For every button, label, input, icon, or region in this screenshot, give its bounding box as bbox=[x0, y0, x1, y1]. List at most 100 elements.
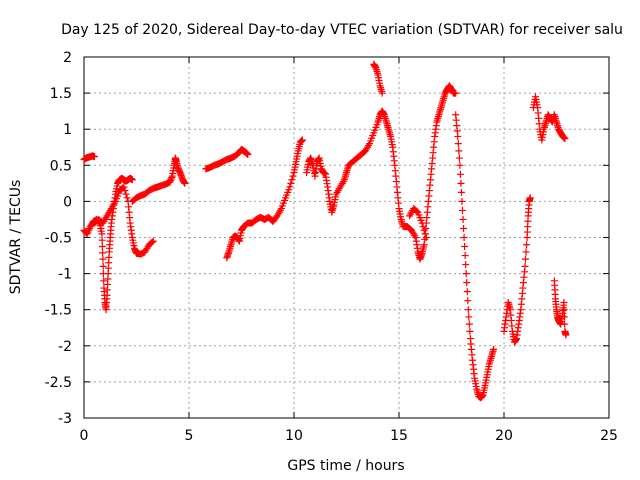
y-tick-label: 1.5 bbox=[50, 86, 72, 102]
y-tick-label: -1.5 bbox=[45, 303, 72, 319]
data-point-marker bbox=[454, 132, 462, 140]
data-point-marker bbox=[99, 255, 107, 263]
y-tick-label: 1 bbox=[63, 122, 72, 138]
data-point-marker bbox=[98, 230, 106, 238]
data-point-marker bbox=[418, 219, 426, 227]
chart-title: Day 125 of 2020, Sidereal Day-to-day VTE… bbox=[61, 22, 623, 38]
data-point-marker bbox=[149, 237, 157, 245]
x-tick-label: 20 bbox=[495, 428, 513, 444]
data-point-marker bbox=[560, 313, 568, 321]
data-point-marker bbox=[456, 161, 464, 169]
x-tick-labels: 0 5 10 15 20 25 bbox=[80, 428, 618, 444]
data-point-marker bbox=[465, 313, 473, 321]
series-satellite-track-4 bbox=[128, 154, 189, 205]
data-point-marker bbox=[521, 262, 529, 270]
data-point-marker bbox=[120, 183, 128, 191]
data-point-marker bbox=[420, 226, 428, 234]
x-tick-label: 0 bbox=[80, 428, 89, 444]
series-satellite-track-9 bbox=[406, 205, 430, 241]
series-satellite-track-8 bbox=[370, 60, 386, 97]
x-tick-label: 5 bbox=[185, 428, 194, 444]
data-point-marker bbox=[286, 183, 294, 191]
data-point-marker bbox=[289, 172, 297, 180]
data-point-marker bbox=[463, 288, 471, 296]
data-point-marker bbox=[490, 345, 497, 353]
data-point-marker bbox=[522, 255, 530, 263]
data-point-marker bbox=[454, 140, 462, 148]
data-point-marker bbox=[561, 320, 569, 328]
data-point-marker bbox=[462, 261, 470, 269]
series-satellite-track-13 bbox=[550, 277, 570, 339]
data-point-marker bbox=[459, 215, 467, 223]
y-tick-label: -2.5 bbox=[45, 375, 72, 391]
data-point-marker bbox=[121, 187, 129, 195]
data-point-marker bbox=[462, 270, 470, 278]
data-point-marker bbox=[463, 279, 471, 287]
x-tick-label: 15 bbox=[390, 428, 408, 444]
data-point-marker bbox=[457, 179, 465, 187]
data-point-marker bbox=[422, 234, 430, 241]
y-tick-label: -3 bbox=[58, 411, 72, 427]
y-tick-label: 0.5 bbox=[50, 158, 72, 174]
data-point-marker bbox=[561, 135, 569, 143]
data-point-marker bbox=[461, 252, 469, 260]
series-satellite-track-6 bbox=[223, 136, 306, 262]
data-point-marker bbox=[287, 179, 295, 187]
data-point-marker bbox=[181, 179, 189, 187]
data-point-marker bbox=[526, 194, 534, 202]
data-point-marker bbox=[458, 197, 466, 205]
y-tick-label: -0.5 bbox=[45, 231, 72, 247]
data-point-marker bbox=[560, 306, 568, 314]
data-point-marker bbox=[148, 238, 156, 246]
series-satellite-track-10 bbox=[452, 111, 497, 402]
data-point-marker bbox=[562, 331, 570, 339]
data-point-marker bbox=[99, 249, 107, 257]
data-point-marker bbox=[455, 154, 463, 162]
data-point-marker bbox=[91, 153, 98, 161]
x-tick-label: 25 bbox=[600, 428, 618, 444]
series-satellite-track-11 bbox=[500, 194, 534, 346]
data-point-marker bbox=[122, 190, 130, 198]
data-point-marker bbox=[466, 327, 474, 335]
data-point-marker bbox=[560, 298, 568, 306]
x-axis-label: GPS time / hours bbox=[287, 458, 404, 474]
data-point-marker bbox=[457, 188, 465, 196]
data-point-marker bbox=[98, 236, 106, 244]
data-point-marker bbox=[452, 89, 460, 97]
y-tick-label: -2 bbox=[58, 339, 72, 355]
data-point-marker bbox=[464, 297, 472, 305]
data-point-marker bbox=[128, 176, 136, 184]
data-point-marker bbox=[378, 89, 386, 97]
series-satellite-track-1 bbox=[80, 152, 98, 164]
series-satellite-track-12 bbox=[529, 93, 569, 144]
series-satellite-track-5 bbox=[202, 145, 252, 173]
x-tick-label: 10 bbox=[285, 428, 303, 444]
grid-lines bbox=[84, 57, 609, 418]
data-point-marker bbox=[244, 150, 252, 158]
data-point-marker bbox=[99, 262, 107, 270]
data-point-marker bbox=[288, 176, 296, 184]
y-tick-labels: -3 -2.5 -2 -1.5 -1 -0.5 0 0.5 1 1.5 2 bbox=[45, 50, 72, 427]
data-point-marker bbox=[460, 224, 468, 232]
y-tick-label: 2 bbox=[63, 50, 72, 66]
data-point-marker bbox=[413, 207, 421, 215]
data-point-marker bbox=[522, 248, 530, 256]
data-points bbox=[80, 60, 570, 402]
data-point-marker bbox=[523, 241, 531, 249]
y-tick-label: 0 bbox=[63, 194, 72, 210]
plot-frame bbox=[83, 56, 610, 419]
data-point-marker bbox=[123, 194, 131, 202]
data-point-marker bbox=[464, 306, 472, 314]
data-point-marker bbox=[419, 223, 427, 231]
data-point-marker bbox=[455, 147, 463, 155]
data-point-marker bbox=[100, 277, 108, 285]
series-satellite-track-7 bbox=[303, 82, 460, 263]
data-point-marker bbox=[461, 243, 469, 251]
data-point-marker bbox=[460, 234, 468, 241]
series-satellite-track-3 bbox=[91, 183, 157, 258]
data-point-marker bbox=[459, 206, 467, 214]
y-axis-label: SDTVAR / TECUs bbox=[8, 180, 24, 295]
data-point-marker bbox=[465, 320, 473, 328]
data-point-marker bbox=[98, 243, 106, 251]
